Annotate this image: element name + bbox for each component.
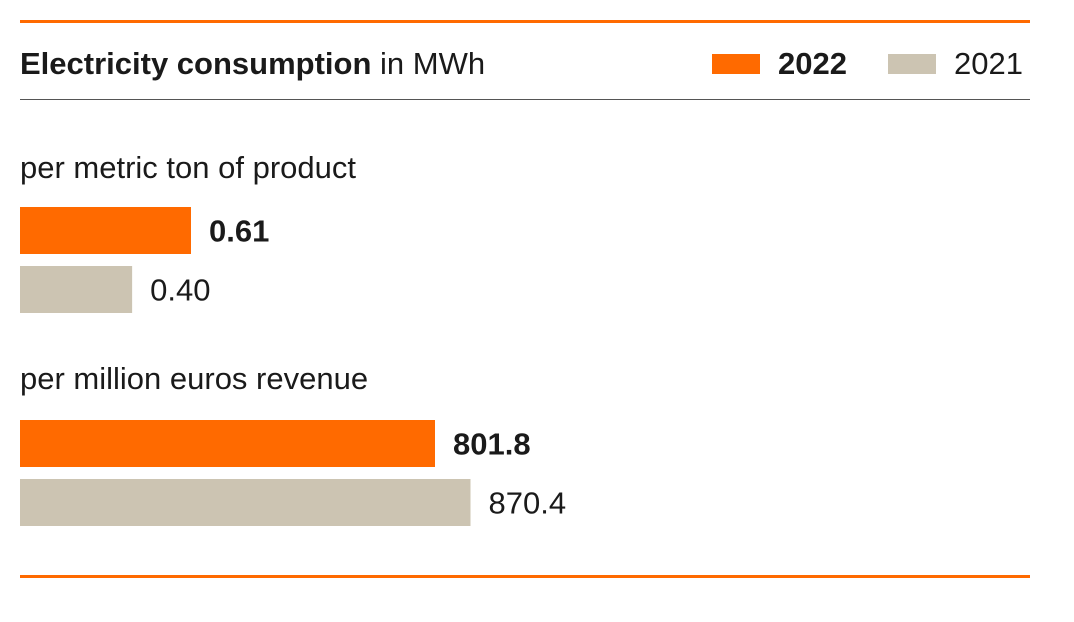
legend-swatch-2021 bbox=[888, 54, 936, 74]
bar-0-2022 bbox=[20, 207, 191, 254]
group-label-per-ton: per metric ton of product bbox=[20, 150, 356, 185]
legend-label-2022: 2022 bbox=[778, 46, 847, 81]
bottom-accent-rule bbox=[20, 575, 1030, 578]
value-label-1-2022: 801.8 bbox=[453, 427, 531, 462]
legend-label-2021: 2021 bbox=[954, 46, 1023, 81]
chart-title-main: Electricity consumption bbox=[20, 46, 372, 81]
chart-title: Electricity consumption in MWh bbox=[20, 44, 485, 84]
value-label-1-2021: 870.4 bbox=[489, 486, 567, 521]
legend-item-2022: 2022 bbox=[712, 44, 847, 84]
chart-title-unit: in MWh bbox=[380, 46, 486, 81]
value-label-0-2021: 0.40 bbox=[150, 273, 210, 308]
bar-1-2021 bbox=[20, 479, 471, 526]
bar-1-2022 bbox=[20, 420, 435, 467]
legend-swatch-2022 bbox=[712, 54, 760, 74]
top-accent-rule bbox=[20, 20, 1030, 23]
bar-0-2021 bbox=[20, 266, 133, 313]
value-label-0-2022: 0.61 bbox=[209, 214, 269, 249]
group-label-per-revenue: per million euros revenue bbox=[20, 361, 369, 396]
header-divider bbox=[20, 99, 1030, 100]
legend-item-2021: 2021 bbox=[888, 44, 1023, 84]
